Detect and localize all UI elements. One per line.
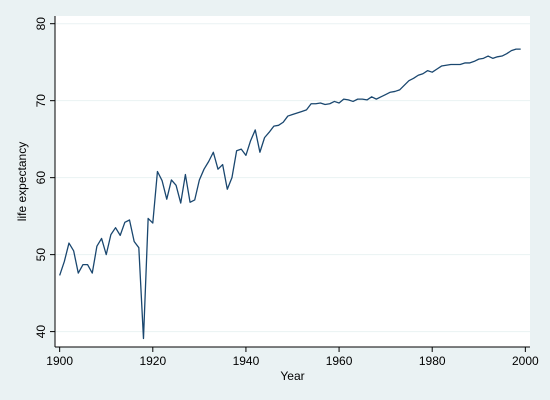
x-tick-label: 1920: [139, 354, 166, 368]
x-tick-label: 1980: [419, 354, 446, 368]
plot-area: [55, 16, 530, 347]
x-tick-label: 1940: [233, 354, 260, 368]
y-tick-label: 40: [34, 325, 48, 339]
x-tick-label: 1900: [46, 354, 73, 368]
axes: [54, 16, 530, 348]
y-tick-label: 60: [34, 171, 48, 185]
y-tick-label: 50: [34, 248, 48, 262]
y-axis-label: life expectancy: [15, 142, 29, 221]
y-tick-label: 80: [34, 17, 48, 31]
axis-ticks: 1900 1920 1940 1960 1980 2000 40 50 60 70 80: [34, 17, 539, 368]
y-tick-label: 70: [34, 94, 48, 108]
series-line: [59, 48, 521, 340]
grid-lines: [55, 23, 530, 333]
x-tick-label: 1960: [326, 354, 353, 368]
x-axis-label: Year: [280, 369, 304, 383]
x-tick-label: 2000: [512, 354, 539, 368]
